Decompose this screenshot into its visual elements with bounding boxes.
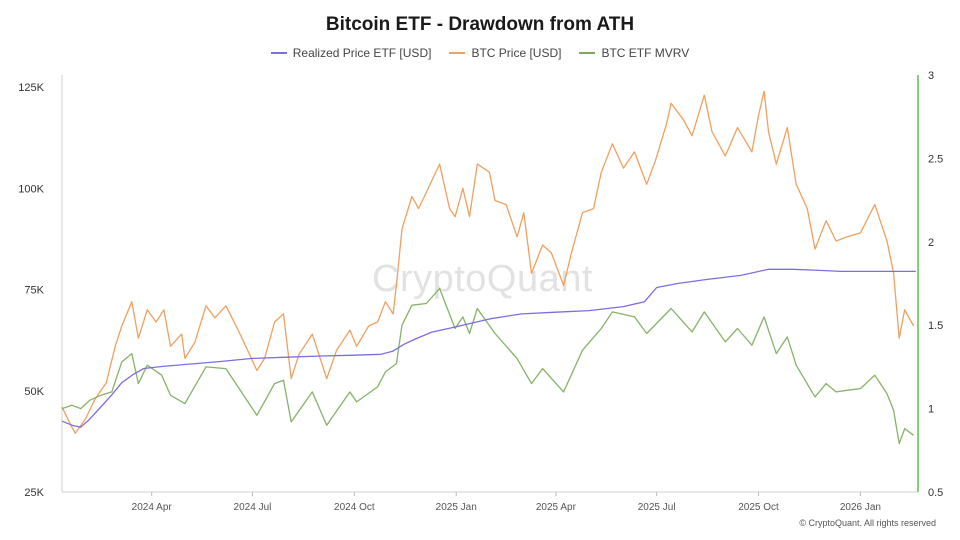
x-tick-label: 2024 Oct: [334, 502, 375, 513]
x-tick-label: 2025 Jan: [436, 502, 477, 513]
y-right-tick-label: 2: [928, 237, 934, 249]
series-line-realized-price-etf-usd: [61, 268, 916, 428]
legend-item-btc-price[interactable]: BTC Price [USD]: [449, 46, 561, 60]
y-left-tick-label: 75K: [24, 285, 44, 297]
y-right-tick-label: 0.5: [928, 487, 943, 499]
x-tick-label: 2026 Jan: [840, 502, 881, 513]
copyright-notice: © CryptoQuant. All rights reserved: [799, 518, 936, 528]
x-tick-label: 2025 Apr: [536, 502, 577, 513]
legend-label-realized-price: Realized Price ETF [USD]: [292, 46, 432, 60]
legend-label-mvrv: BTC ETF MVRV: [601, 46, 690, 60]
series-line-btc-price-usd: [61, 90, 915, 434]
x-tick-label: 2024 Jul: [234, 502, 272, 513]
legend-swatch-mvrv: [579, 52, 596, 54]
legend-swatch-btc-price: [449, 52, 466, 54]
series-line-btc-etf-mvrv: [61, 287, 914, 445]
y-left-tick-label: 50K: [24, 386, 44, 398]
y-right-tick-label: 2.5: [928, 153, 943, 165]
y-left-tick-label: 25K: [24, 487, 44, 499]
x-tick-label: 2025 Oct: [738, 502, 779, 513]
y-left-tick-label: 125K: [18, 82, 44, 94]
legend-item-mvrv[interactable]: BTC ETF MVRV: [579, 46, 689, 60]
x-tick-label: 2025 Jul: [638, 502, 676, 513]
chart-title: Bitcoin ETF - Drawdown from ATH: [325, 14, 635, 35]
legend-item-realized-price[interactable]: Realized Price ETF [USD]: [270, 46, 432, 60]
y-right-tick-label: 1: [928, 404, 934, 416]
y-left-tick-label: 100K: [18, 183, 44, 195]
y-right-tick-label: 3: [928, 70, 934, 82]
chart-legend: Realized Price ETF [USD] BTC Price [USD]…: [0, 46, 960, 60]
x-tick-label: 2024 Apr: [132, 502, 173, 513]
y-right-tick-label: 1.5: [928, 320, 943, 332]
legend-label-btc-price: BTC Price [USD]: [471, 46, 562, 60]
legend-swatch-realized-price: [270, 52, 287, 54]
